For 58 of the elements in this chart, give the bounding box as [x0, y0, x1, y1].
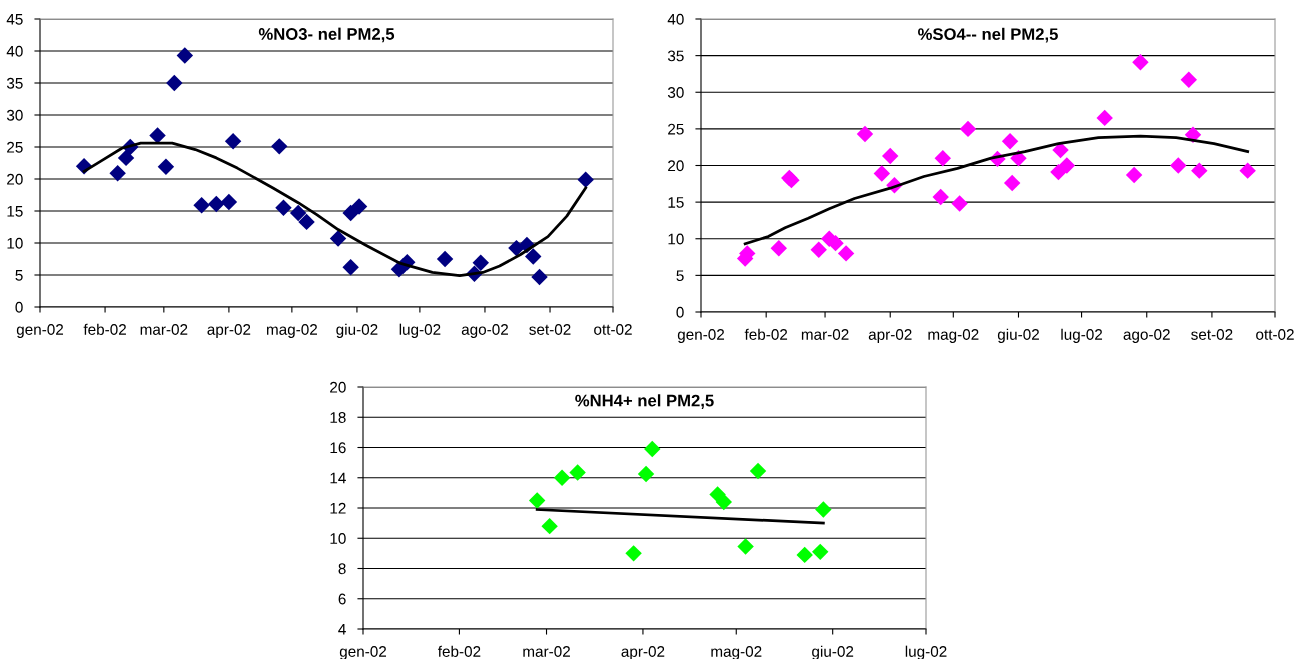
x-tick-label: giu-02	[812, 645, 854, 659]
y-tick-label: 35	[6, 77, 23, 89]
y-tick-label: 30	[667, 87, 684, 98]
y-tick-label: 20	[668, 160, 684, 172]
y-tick-label: 10	[668, 233, 684, 245]
y-tick-label: 14	[330, 472, 346, 484]
x-tick-label: giu-02	[997, 328, 1039, 343]
y-tick-label: 25	[668, 123, 684, 135]
y-tick-label: 18	[330, 412, 346, 423]
y-tick-label: 20	[7, 173, 23, 185]
y-tick-label: 30	[6, 109, 23, 121]
x-tick-label: ago-02	[1123, 329, 1170, 343]
y-tick-label: 0	[15, 301, 23, 313]
x-tick-label: lug-02	[905, 645, 947, 659]
y-tick-label: 45	[6, 14, 23, 25]
x-tick-label: feb-02	[437, 645, 481, 657]
x-tick-label: feb-02	[83, 323, 126, 335]
y-tick-label: 12	[330, 502, 346, 514]
x-tick-label: set-02	[529, 324, 571, 335]
x-tick-label: mar-02	[523, 646, 570, 657]
y-tick-label: 25	[7, 141, 23, 153]
y-tick-label: 35	[667, 50, 684, 62]
x-tick-label: ott-02	[594, 324, 632, 335]
x-tick-label: lug-02	[399, 323, 441, 338]
y-tick-label: 10	[7, 237, 23, 249]
y-tick-label: 40	[6, 45, 23, 57]
y-tick-label: 40	[667, 13, 684, 25]
chart-title: %NH4+ nel PM2,5	[575, 394, 714, 409]
y-tick-label: 16	[330, 442, 346, 454]
y-tick-label: 20	[330, 381, 346, 393]
x-tick-label: giu-02	[336, 323, 378, 338]
x-tick-label: apr-02	[621, 646, 665, 659]
x-tick-label: gen-02	[339, 646, 387, 659]
y-tick-label: 0	[676, 306, 684, 318]
y-tick-label: 5	[676, 270, 684, 282]
y-tick-label: 15	[7, 206, 23, 217]
x-tick-label: mag-02	[928, 329, 979, 343]
x-tick-label: ott-02	[1256, 329, 1294, 340]
y-tick-label: 10	[330, 533, 346, 544]
chart-title: %SO4-- nel PM2,5	[918, 27, 1058, 43]
x-tick-label: mar-02	[801, 329, 849, 340]
x-tick-label: mag-02	[266, 324, 317, 338]
x-tick-label: apr-02	[207, 324, 251, 338]
x-tick-label: feb-02	[744, 328, 788, 340]
x-tick-label: gen-02	[677, 329, 725, 343]
x-tick-label: ago-02	[461, 324, 508, 338]
y-tick-label: 4	[338, 624, 346, 635]
x-tick-label: apr-02	[868, 329, 912, 343]
y-tick-label: 15	[668, 197, 684, 208]
chart-title: %NO3- nel PM2,5	[258, 27, 395, 43]
x-tick-label: gen-02	[16, 324, 64, 338]
y-tick-label: 8	[338, 563, 346, 575]
y-tick-label: 5	[15, 270, 23, 281]
x-tick-label: set-02	[1191, 329, 1233, 340]
x-tick-label: mag-02	[711, 646, 762, 659]
y-tick-label: 6	[338, 593, 346, 605]
x-tick-label: lug-02	[1061, 328, 1103, 343]
x-tick-label: mar-02	[140, 324, 188, 335]
